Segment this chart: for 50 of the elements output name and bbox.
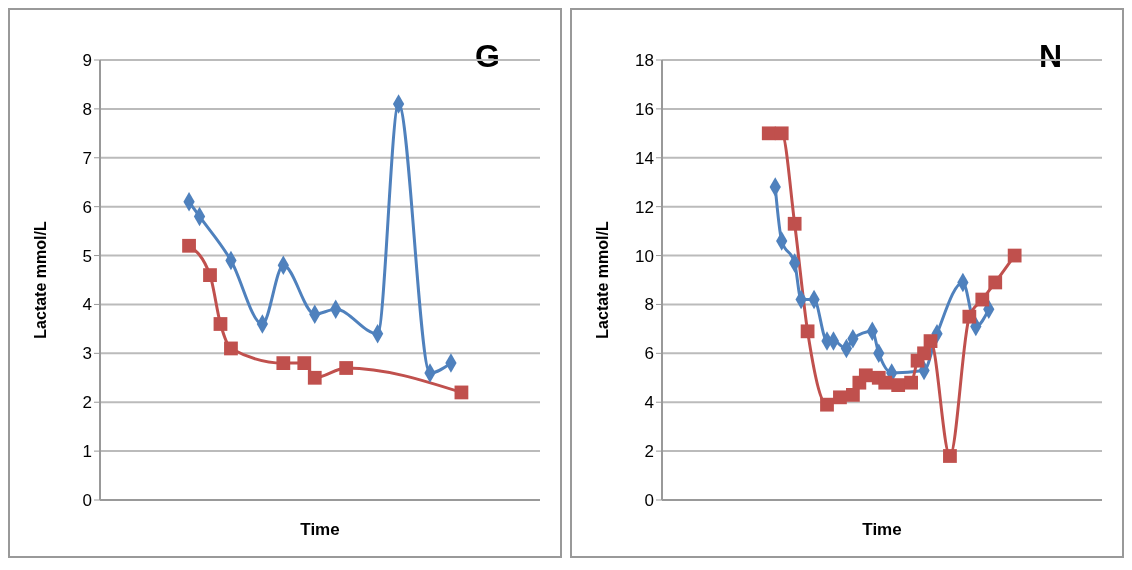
point (975, 292, 990, 307)
point (307, 370, 322, 385)
y-tick-label: 2 (644, 442, 654, 462)
point (943, 449, 957, 463)
point (891, 378, 906, 392)
y-tick-label: 16 (635, 99, 654, 119)
point (213, 317, 228, 331)
point (962, 309, 977, 324)
y-tick-label: 4 (82, 295, 92, 315)
point (833, 390, 847, 405)
point (923, 334, 938, 348)
y-tick-label: 10 (635, 246, 654, 266)
point (800, 324, 815, 339)
point (339, 361, 354, 375)
y-tick-label: 14 (635, 148, 654, 168)
y-tick-label: 0 (82, 491, 92, 511)
y-tick-label: 2 (82, 393, 92, 413)
point (878, 375, 893, 390)
point (988, 275, 1003, 290)
y-tick-label: 3 (82, 344, 92, 364)
point (276, 356, 291, 370)
y-tick-label: 18 (635, 51, 654, 71)
y-tick-label: 5 (82, 246, 92, 266)
point (224, 341, 238, 356)
point (917, 346, 931, 361)
y-axis-title: Lactate mmol/L (593, 221, 611, 339)
y-axis-title: Lactate mmol/L (31, 221, 49, 339)
point (203, 268, 217, 282)
y-tick-label: 9 (82, 51, 92, 71)
y-tick-label: 0 (644, 491, 654, 511)
point (787, 216, 802, 231)
point (761, 126, 776, 141)
y-tick-label: 8 (644, 295, 654, 315)
point (297, 356, 312, 370)
y-tick-label: 4 (644, 393, 654, 413)
point (845, 388, 860, 402)
point (904, 375, 919, 390)
y-tick-label: 1 (82, 442, 92, 462)
point (182, 238, 196, 253)
x-axis-title: Time (300, 520, 340, 539)
point (858, 368, 873, 383)
y-tick-label: 6 (82, 197, 92, 217)
y-tick-label: 6 (644, 344, 654, 364)
point (820, 397, 834, 412)
point (1007, 248, 1022, 263)
y-tick-label: 12 (635, 197, 654, 217)
point (774, 126, 789, 141)
y-tick-label: 8 (82, 99, 92, 119)
y-tick-label: 7 (82, 148, 92, 168)
x-axis-title: Time (862, 520, 902, 539)
